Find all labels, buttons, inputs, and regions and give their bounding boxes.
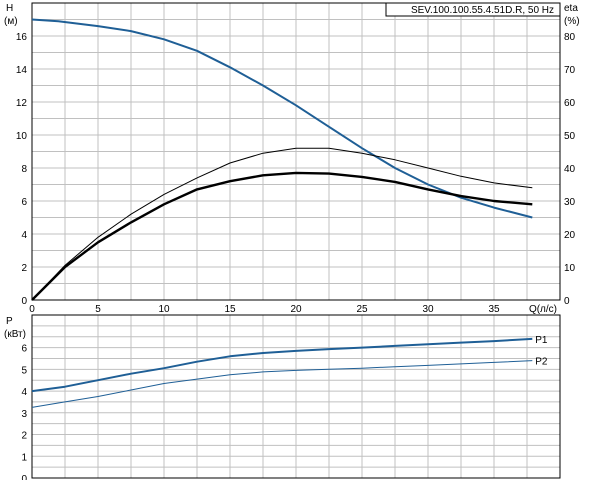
- q-tick-label: 25: [356, 304, 368, 315]
- p-tick-label: 0: [21, 474, 27, 480]
- q-tick-label: 0: [29, 304, 35, 315]
- q-tick-label: 15: [224, 304, 236, 315]
- h-axis-label: H: [6, 3, 13, 14]
- chart-title: SEV.100.100.55.4.51D.R, 50 Hz: [411, 5, 554, 16]
- p-tick-label: 3: [21, 409, 27, 420]
- q-axis-label: Q(л/с): [529, 304, 557, 315]
- q-tick-label: 10: [158, 304, 170, 315]
- title-box: [385, 2, 561, 17]
- eta-tick-label: 50: [564, 131, 576, 142]
- eta-tick-label: 30: [564, 197, 576, 208]
- p1-curve-label: P1: [535, 335, 548, 346]
- eta-tick-label: 10: [564, 263, 576, 274]
- top-plot-frame: [31, 2, 561, 301]
- p2-curve-label: P2: [535, 357, 548, 368]
- q-tick-label: 20: [290, 304, 302, 315]
- p-tick-label: 5: [21, 365, 27, 376]
- h-tick-label: 16: [16, 32, 28, 43]
- h-axis-unit: (м): [4, 16, 18, 27]
- h-tick-label: 4: [21, 230, 27, 241]
- p-axis-unit: (кВт): [4, 329, 26, 340]
- eta-tick-label: 80: [564, 32, 576, 43]
- efficiency-curve-bold: [31, 171, 533, 301]
- q-tick-label: 30: [422, 304, 434, 315]
- eta-tick-label: 60: [564, 98, 576, 109]
- h-tick-label: 2: [21, 263, 27, 274]
- p-tick-label: 6: [21, 344, 27, 355]
- h-tick-label: 14: [16, 65, 28, 76]
- h-tick-label: 8: [21, 164, 27, 175]
- p-tick-label: 2: [21, 431, 27, 442]
- h-tick-label: 0: [21, 296, 27, 307]
- p2-curve: [31, 360, 533, 408]
- eta-tick-label: 0: [564, 296, 570, 307]
- eta-axis-unit: (%): [564, 16, 580, 27]
- q-tick-label: 5: [95, 304, 101, 315]
- p-tick-label: 4: [21, 387, 27, 398]
- p-axis-label: P: [6, 316, 13, 327]
- p-tick-label: 1: [21, 452, 27, 463]
- h-tick-label: 6: [21, 197, 27, 208]
- q-tick-label: 35: [488, 304, 500, 315]
- eta-axis-label: eta: [564, 3, 578, 14]
- h-tick-label: 10: [16, 131, 28, 142]
- eta-tick-label: 20: [564, 230, 576, 241]
- h-tick-label: 12: [16, 98, 28, 109]
- bottom-plot-frame: [31, 314, 561, 479]
- eta-tick-label: 40: [564, 164, 576, 175]
- head-curve: [31, 18, 533, 219]
- eta-tick-label: 70: [564, 65, 576, 76]
- p1-curve: [31, 337, 533, 393]
- efficiency-curve-thin: [31, 147, 533, 301]
